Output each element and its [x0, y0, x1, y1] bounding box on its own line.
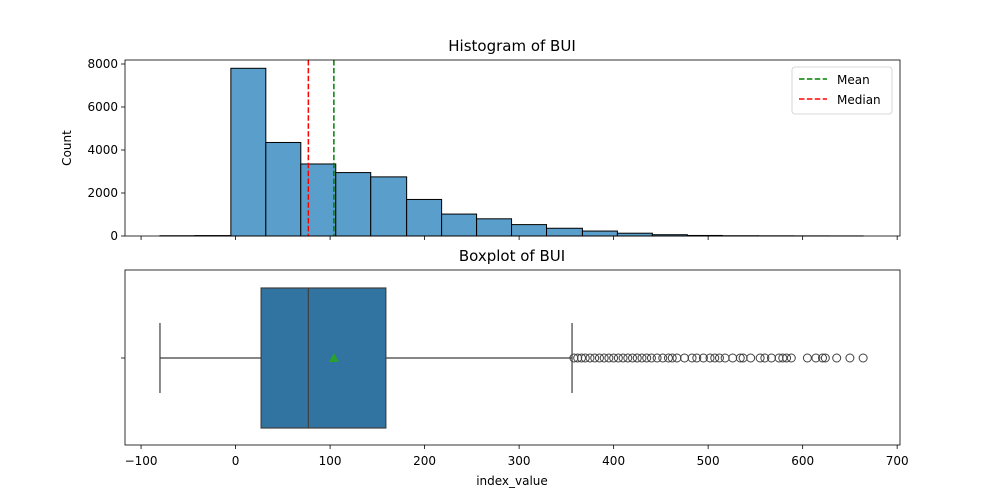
outlier-point [705, 353, 715, 363]
boxplot-x-axis-label: index_value [476, 474, 548, 488]
boxplot-x-tick-label: −100 [125, 454, 158, 468]
outlier-point [735, 353, 745, 363]
histogram-x-ticks [140, 236, 898, 240]
outlier-point [818, 353, 827, 363]
histogram-stat-lines [307, 60, 335, 236]
outlier-point [576, 353, 586, 363]
histogram-bar [230, 67, 267, 237]
histogram-panel: Histogram of BUI 0 2000 4000 6000 8000 Count… [60, 37, 901, 243]
boxplot-x-tick-label: 600 [791, 454, 814, 468]
outlier-point [692, 353, 702, 363]
histogram-y-ticks: 0 2000 4000 6000 8000 [87, 57, 125, 243]
outlier-point [646, 353, 656, 363]
histogram-bar [370, 176, 408, 237]
histogram-y-tick-label: 6000 [87, 100, 118, 114]
outlier-point [782, 353, 792, 363]
histogram-bar [511, 224, 548, 237]
boxplot-plot-frame [124, 269, 901, 446]
outlier-point [832, 353, 842, 363]
outlier-point [585, 353, 595, 363]
outlier-point [663, 353, 673, 363]
histogram-y-tick-label: 0 [110, 229, 118, 243]
histogram-bar [335, 172, 372, 237]
outlier-point [599, 353, 609, 363]
outlier-point [698, 353, 708, 363]
outlier-point [728, 353, 738, 363]
histogram-bar [476, 218, 513, 237]
histogram-bar [581, 230, 618, 237]
histogram-bar [300, 163, 337, 237]
outlier-point [802, 353, 812, 363]
histogram-plot-frame [124, 59, 901, 237]
boxplot-x-tick-label: 100 [319, 454, 342, 468]
outlier-point [680, 353, 690, 363]
outlier-point [637, 353, 647, 363]
histogram-bar [616, 232, 653, 237]
legend: Mean Median [791, 66, 893, 115]
histogram-y-tick-label: 4000 [87, 143, 118, 157]
legend-median-label: Median [837, 93, 881, 107]
outlier-point [590, 353, 600, 363]
outlier-point [672, 353, 682, 363]
outlier-point [632, 353, 642, 363]
legend-mean-label: Mean [837, 73, 870, 87]
outlier-point [845, 353, 855, 363]
iqr-box [260, 287, 387, 429]
outlier-point [714, 353, 724, 363]
outlier-point [594, 353, 604, 363]
outlier-point [746, 353, 756, 363]
boxplot-x-tick-label: 300 [508, 454, 531, 468]
outlier-point [604, 353, 614, 363]
outlier-point [811, 353, 821, 363]
outlier-point [642, 353, 652, 363]
boxplot-title: Boxplot of BUI [459, 247, 565, 265]
outlier-point [618, 353, 628, 363]
histogram-title: Histogram of BUI [448, 37, 576, 55]
outlier-point [720, 353, 730, 363]
outlier-point [628, 353, 638, 363]
boxplot-panel: Boxplot of BUI −100 0 100 200 300 400 500 600 70… [121, 247, 909, 488]
histogram-bar [265, 141, 302, 237]
boxplot-x-tick-label: 700 [886, 454, 909, 468]
outlier-point [623, 353, 633, 363]
outlier-point [858, 353, 868, 363]
boxplot-x-tick-label: 400 [602, 454, 625, 468]
boxplot-x-tick-label: 0 [232, 454, 240, 468]
histogram-y-tick-label: 8000 [87, 57, 118, 71]
boxplot-x-ticks: −100 0 100 200 300 400 500 600 700 [125, 445, 909, 468]
outlier-point [609, 353, 619, 363]
histogram-bar [406, 198, 443, 237]
outlier-point [580, 353, 590, 363]
boxplot-elements [159, 287, 573, 429]
boxplot-x-tick-label: 200 [413, 454, 436, 468]
outlier-point [687, 353, 697, 363]
outlier-point [778, 353, 788, 363]
outlier-point [820, 353, 830, 363]
outlier-point [760, 353, 770, 363]
histogram-bar [441, 213, 478, 237]
histogram-y-axis-label: Count [60, 130, 74, 166]
histogram-bar [546, 227, 583, 237]
outlier-point [613, 353, 623, 363]
boxplot-x-tick-label: 500 [697, 454, 720, 468]
histogram-bars [159, 67, 864, 237]
outlier-point [786, 353, 796, 363]
outlier-point [652, 353, 662, 363]
outlier-point [658, 353, 668, 363]
outlier-point [755, 353, 765, 363]
histogram-y-tick-label: 2000 [87, 186, 118, 200]
outlier-point [667, 353, 677, 363]
outlier-point [710, 353, 720, 363]
mean-marker [328, 353, 339, 362]
boxplot-outliers [569, 353, 868, 363]
